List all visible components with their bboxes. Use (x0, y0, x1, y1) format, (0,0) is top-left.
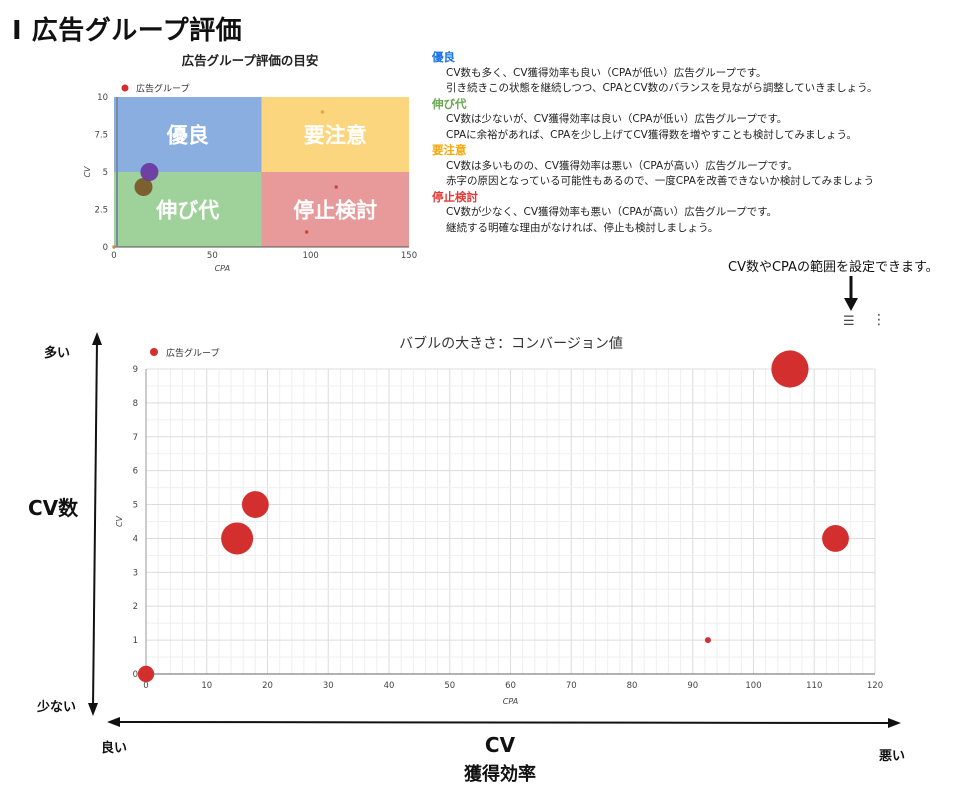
main-y-tick-label: 5 (133, 501, 138, 511)
arrow-down-icon (844, 276, 858, 311)
more-options-icon[interactable]: ⋮ (872, 312, 886, 328)
category-heading: 伸び代 (432, 96, 467, 111)
efficiency-label-cv: CV (484, 733, 516, 757)
main-chart-title: バブルの大きさ：コンバージョン値 (399, 336, 623, 352)
category-description: CV数が少なく、CV獲得効率も悪い（CPAが高い）広告グループです。 (446, 206, 778, 218)
category-description: CV数は多いものの、CV獲得効率は悪い（CPAが高い）広告グループです。 (446, 159, 799, 172)
mini-y-tick-label: 5 (103, 168, 108, 178)
main-x-tick-label: 80 (627, 681, 638, 691)
mini-data-point (334, 185, 338, 189)
main-y-tick-label: 6 (133, 467, 138, 477)
mini-data-point (134, 178, 153, 196)
main-x-tick-label: 40 (384, 681, 395, 691)
category-legend-panel: 優良 CV数も多く、CV獲得効率も良い（CPAが低い）広告グループです。引き続きこ… (432, 50, 972, 236)
mini-x-tick-label: 0 (111, 251, 116, 261)
main-x-tick-label: 90 (687, 681, 698, 691)
settings-note: CV数やCPAの範囲を設定できます。 (728, 260, 939, 275)
quadrant-label-stop: 停止検討 (293, 199, 377, 223)
category-description: 赤字の原因となっている可能性もあるので、一度CPAを改善できないか検討してみまし… (446, 175, 875, 187)
category-description: 継続する明確な理由がなければ、停止も検討しましょう。 (446, 221, 719, 234)
mini-y-tick-label: 7.5 (94, 131, 108, 141)
main-x-tick-label: 30 (323, 681, 334, 691)
main-chart: 広告グループ 0 10 20 30 40 50 60 70 80 90 100 110 120 0 1 2 3 4… (115, 347, 883, 706)
main-legend-dot (150, 348, 158, 356)
cv-many-label: 多い (44, 346, 71, 361)
quadrant-good (114, 97, 262, 172)
main-x-tick-label: 60 (505, 681, 516, 691)
mini-chart-title: 広告グループ評価の目安 (181, 53, 319, 68)
mini-legend-dot (121, 84, 129, 92)
main-x-tick-label: 10 (201, 681, 212, 691)
cv-count-label: CV数 (28, 496, 79, 520)
main-x-tick-label: 110 (806, 681, 822, 691)
quadrant-stop (261, 172, 409, 247)
efficiency-label: 獲得効率 (464, 764, 536, 785)
mini-legend-label: 広告グループ (136, 83, 189, 95)
mini-y-tick-label: 10 (97, 93, 108, 103)
main-x-tick-label: 20 (262, 681, 273, 691)
category-description: CV数は少ないが、CV獲得効率は良い（CPAが低い）広告グループです。 (446, 113, 788, 125)
main-y-tick-label: 0 (133, 670, 138, 680)
main-x-axis-label: CPA (503, 697, 518, 706)
bubble-point (241, 491, 269, 518)
mini-y-tick-label: 0 (103, 243, 108, 253)
quadrant-label-good: 優良 (166, 124, 209, 148)
main-x-tick-label: 100 (745, 681, 761, 691)
mini-x-tick-label: 50 (207, 251, 218, 261)
bubble-point (137, 665, 155, 683)
main-y-tick-label: 1 (133, 636, 138, 646)
quadrant-label-growth: 伸び代 (155, 199, 219, 223)
mini-x-axis-label: CPA (215, 264, 230, 271)
main-x-tick-label: 70 (566, 681, 577, 691)
main-legend-label: 広告グループ (166, 347, 219, 359)
main-y-tick-label: 7 (133, 433, 138, 443)
mini-data-point (112, 245, 116, 249)
category-description: CPAに余裕があれば、CPAを少し上げてCV獲得数を増やすことも検討してみましょ… (446, 128, 857, 141)
category-description: CV数も多く、CV獲得効率も良い（CPAが低い）広告グループです。 (446, 66, 767, 79)
main-y-tick-label: 3 (133, 568, 138, 578)
main-x-tick-label: 120 (867, 681, 883, 691)
page-title: I 広告グループ評価 (12, 16, 243, 46)
category-heading: 要注意 (432, 143, 467, 157)
quadrant-caution (261, 97, 409, 172)
mini-data-point (320, 110, 325, 114)
bubble-point (704, 637, 711, 644)
mini-y-tick-label: 2.5 (94, 206, 108, 216)
cv-few-label: 少ない (37, 700, 77, 715)
bubble-point (771, 350, 809, 388)
main-y-tick-label: 8 (133, 399, 138, 409)
main-y-axis-label: CV (115, 515, 124, 527)
bubble-point (221, 522, 254, 555)
category-heading: 停止検討 (432, 189, 478, 204)
quadrant-label-caution: 要注意 (304, 124, 367, 148)
mini-data-point (140, 163, 159, 181)
efficiency-bad-label: 悪い (879, 749, 906, 764)
mini-y-axis-label: CV (83, 166, 92, 178)
mini-x-tick-label: 100 (303, 251, 319, 261)
main-y-tick-label: 4 (133, 534, 138, 544)
category-heading: 優良 (432, 50, 455, 64)
efficiency-good-label: 良い (101, 741, 128, 756)
bubble-point (822, 525, 849, 552)
mini-x-tick-label: 150 (401, 251, 417, 261)
category-description: 引き続きこの状態を継続しつつ、CPAとCV数のバランスを見ながら調整していきまし… (446, 82, 878, 94)
mini-data-point (305, 230, 309, 234)
main-y-tick-label: 2 (133, 602, 138, 612)
filter-settings-icon[interactable]: ☰ (843, 314, 855, 329)
main-x-tick-label: 0 (143, 681, 148, 691)
main-x-tick-label: 50 (444, 681, 455, 691)
main-y-tick-label: 9 (133, 365, 138, 375)
